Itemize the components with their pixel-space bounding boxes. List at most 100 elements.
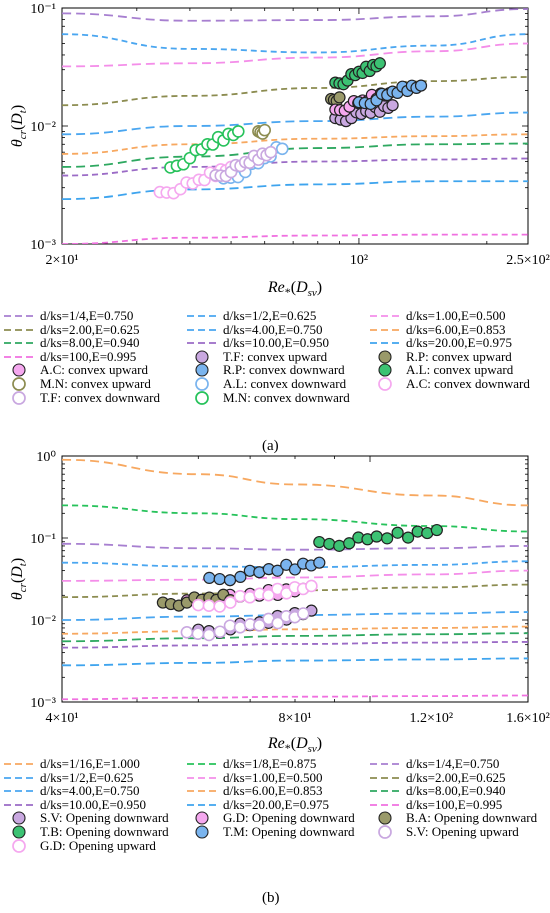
legend-label: B.A: Opening downward <box>406 810 538 826</box>
data-point <box>370 530 383 543</box>
curve-line <box>62 111 528 136</box>
legend-label: d/ks=1.00,E=0.500 <box>406 308 506 323</box>
legend-entry: R.P: convex downward <box>185 361 345 379</box>
legend-line-swatch <box>187 315 217 317</box>
curves <box>62 458 528 701</box>
data-point <box>213 572 226 586</box>
data-point <box>386 99 399 112</box>
curve-line <box>62 569 528 582</box>
legend-entry: d/ks=1.00,E=0.500 <box>185 769 323 787</box>
legend-entry: d/ks=100,E=0.995 <box>368 796 502 814</box>
legend-entry: G.D: Opening upward <box>2 837 156 855</box>
legend-entry: d/ks=6.00,E=0.853 <box>368 321 506 339</box>
legend-marker-swatch <box>195 350 209 364</box>
plot-frame <box>61 455 529 703</box>
legend-line-swatch <box>187 328 217 331</box>
legend-line-swatch <box>4 342 34 345</box>
data-point <box>430 523 443 537</box>
data-point <box>231 125 245 138</box>
legend-entry: T.F: convex upward <box>185 348 327 366</box>
legend-entry: d/ks=10.00,E=0.950 <box>2 796 146 814</box>
legend-entry: d/ks=6.00,E=0.853 <box>185 782 323 800</box>
legend-entry: d/ks=100,E=0.995 <box>2 348 136 366</box>
curve-line <box>62 504 528 533</box>
legend-entry: d/ks=20.00,E=0.975 <box>368 334 512 352</box>
legend-entry: d/ks=4.00,E=0.750 <box>185 321 323 339</box>
legend-label: d/ks=20.00,E=0.975 <box>223 796 330 812</box>
legend-marker-swatch <box>195 390 209 405</box>
legend-marker-swatch <box>12 377 26 391</box>
legend-entry: d/ks=2.00,E=0.625 <box>368 769 506 787</box>
data-point <box>271 564 284 577</box>
legend-line-swatch <box>370 315 400 317</box>
legend-label: R.P: convex downward <box>223 362 345 378</box>
data-point <box>223 619 237 633</box>
legend-label: d/ks=1.00,E=0.500 <box>223 769 323 785</box>
legend-label: d/ks=1/2,E=0.625 <box>223 308 317 323</box>
legend-marker-swatch <box>12 811 26 825</box>
legend-label: d/ks=4.00,E=0.750 <box>40 783 140 799</box>
legend-marker-swatch <box>12 390 26 405</box>
curve-line <box>62 641 528 649</box>
legend-marker-swatch <box>378 811 392 825</box>
legend-line-swatch <box>4 355 34 358</box>
y-tick-label: 10⁻² <box>30 120 56 135</box>
legend-line-swatch <box>370 790 400 793</box>
legend-marker-swatch <box>12 825 26 839</box>
y-tick-label: 10⁻³ <box>30 696 56 711</box>
legend-entry: A.C: convex downward <box>368 375 530 393</box>
data-point <box>288 563 302 576</box>
data-point <box>275 142 289 156</box>
legend-entry: M.N: convex downward <box>185 389 350 407</box>
markers <box>156 523 443 642</box>
data-point <box>305 579 318 593</box>
legend-panel-a: d/ks=1/4,E=0.750 d/ks=1/2,E=0.625 d/ks=1.0… <box>0 307 550 437</box>
legend-entry: A.C: convex upward <box>2 361 148 379</box>
legend-line-swatch <box>4 776 34 779</box>
legend-label: d/ks=1/16,E=1.000 <box>40 756 140 771</box>
legend-line-swatch <box>187 803 217 806</box>
legend-label: d/ks=2.00,E=0.625 <box>406 769 506 785</box>
data-point <box>381 532 394 545</box>
curve-line <box>62 694 528 701</box>
legend-label: S.V: Opening upward <box>406 824 519 839</box>
legend-line-swatch <box>4 803 34 806</box>
legend-entry: d/ks=2.00,E=0.625 <box>2 321 140 339</box>
data-point <box>271 616 285 630</box>
data-point <box>203 571 216 584</box>
legend-entry: A.L: convex downward <box>185 375 346 393</box>
legend-label: A.C: convex upward <box>40 362 148 378</box>
legend-label: M.N: convex downward <box>223 389 350 405</box>
legend-label: d/ks=10.00,E=0.950 <box>223 335 330 351</box>
data-point <box>313 535 326 549</box>
legend-entry: M.N: convex upward <box>2 375 151 393</box>
x-tick-label: 4×10¹ <box>45 711 78 726</box>
legend-line-swatch <box>370 803 400 806</box>
data-point <box>280 587 293 600</box>
legend-label: A.L: convex upward <box>406 362 514 378</box>
legend-entry: d/ks=1/2,E=0.625 <box>2 769 133 787</box>
data-point <box>202 599 216 613</box>
legend-line-swatch <box>370 342 400 345</box>
x-tick-label: 1.2×10² <box>409 711 453 726</box>
legend-line-swatch <box>4 328 34 331</box>
legend-label: S.V: Opening downward <box>40 810 169 826</box>
y-tick-label: 10⁻³ <box>30 238 56 253</box>
data-point <box>297 607 310 620</box>
legend-marker-swatch <box>378 350 392 364</box>
curves <box>62 8 528 244</box>
curve-line <box>62 142 528 168</box>
axis-ticks <box>61 456 528 703</box>
data-point <box>213 625 227 639</box>
curve-line <box>62 542 528 551</box>
legend-label: d/ks=10.00,E=0.950 <box>40 796 147 812</box>
legend-line-swatch <box>4 315 34 317</box>
data-point <box>213 600 226 613</box>
curve-line <box>62 632 528 643</box>
data-point <box>343 537 356 550</box>
curve-line <box>62 657 528 667</box>
legend-entry: d/ks=8.00,E=0.940 <box>368 782 506 800</box>
legend-label: T.M: Opening downward <box>223 824 355 839</box>
legend-line-swatch <box>187 763 217 765</box>
